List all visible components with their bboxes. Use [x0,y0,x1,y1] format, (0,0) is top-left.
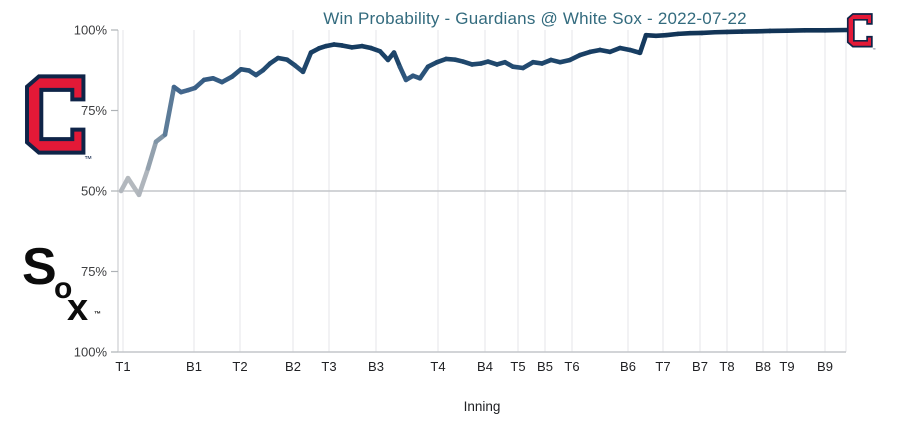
y-tick-labels: 100% 75% 50% 75% 100% [74,23,118,360]
sox-letter-s: S [22,238,57,296]
x-tick-label: T8 [719,359,734,374]
x-tick-label: T2 [232,359,247,374]
x-tick-label: B5 [537,359,553,374]
x-tick-label: T6 [564,359,579,374]
y-tick-label: 100% [74,345,108,360]
x-tick-label: B7 [692,359,708,374]
win-probability-segment [125,175,142,198]
x-tick-label: B1 [186,359,202,374]
win-probability-segment [136,166,151,198]
whitesox-logo: S o x ™ [22,238,102,330]
x-tick-label: T3 [321,359,336,374]
x-tick-label: T5 [510,359,525,374]
trademark-mark: ™ [94,311,101,318]
x-tick-label: T4 [430,359,445,374]
y-tick-label: 100% [74,23,108,38]
x-tick-label: B3 [368,359,384,374]
y-tick-label: 75% [81,103,107,118]
win-probability-segment [145,139,159,171]
x-tick-label: B8 [755,359,771,374]
x-tick-label: B2 [285,359,301,374]
x-tick-label: T7 [655,359,670,374]
y-tick-label: 75% [81,264,107,279]
x-tick-label: T1 [115,359,130,374]
win-probability-segment [417,64,431,81]
guardians-logo [25,74,93,163]
win-probability-segment [391,50,403,70]
x-tick-label: B4 [477,359,493,374]
win-probability-line [118,27,851,198]
x-axis-title: Inning [463,399,501,414]
x-tick-label: T9 [779,359,794,374]
x-tick-label: B9 [817,359,833,374]
y-tick-label: 50% [81,184,107,199]
chart-title: Win Probability - Guardians @ White Sox … [323,9,747,28]
x-tick-labels: T1 B1 T2 B2 T3 B3 T4 B4 T5 B5 T6 B6 T7 B7 T8 B8 T9 B9 [115,359,833,374]
win-probability-segment [300,50,314,75]
win-probability-segment [397,64,409,83]
win-probability-segment [162,84,177,137]
sox-letter-x: x [67,287,88,329]
guardians-logo-endpoint [846,13,876,51]
x-tick-label: B6 [620,359,636,374]
win-probability-segment [637,32,649,56]
sox-letter-o: o [54,272,72,305]
